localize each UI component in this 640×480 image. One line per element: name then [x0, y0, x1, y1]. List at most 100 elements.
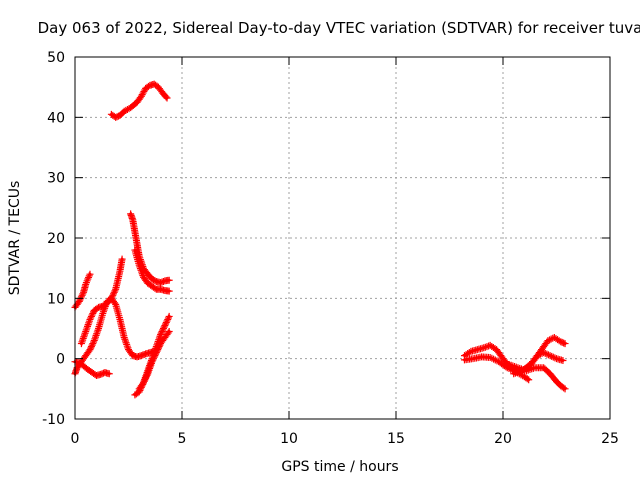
data-point — [85, 273, 93, 281]
data-point — [75, 297, 83, 305]
data-point — [120, 334, 128, 342]
data-point — [136, 265, 144, 273]
data-point — [559, 356, 567, 364]
data-point — [165, 328, 173, 336]
data-point — [513, 369, 521, 377]
y-axis: -10 0 10 20 30 40 50 — [42, 50, 610, 428]
data-point — [162, 93, 170, 101]
data-point — [83, 324, 91, 332]
data-point — [149, 355, 157, 363]
data-point — [149, 356, 157, 364]
data-point — [84, 275, 92, 283]
data-point — [146, 363, 154, 371]
data-point — [157, 329, 165, 337]
data-point — [560, 339, 568, 347]
data-point — [543, 350, 551, 358]
y-tick-label: 10 — [47, 291, 65, 307]
data-point — [87, 314, 95, 322]
data-point — [86, 315, 94, 323]
x-tick-label: 0 — [71, 431, 80, 447]
data-point — [561, 340, 569, 348]
data-point — [78, 338, 86, 346]
data-point — [507, 361, 515, 369]
data-point — [80, 333, 88, 341]
y-tick-label: -10 — [42, 412, 65, 428]
data-point — [511, 363, 519, 371]
chart-title: Day 063 of 2022, Sidereal Day-to-day VTE… — [38, 19, 640, 37]
data-point — [80, 331, 88, 339]
data-point — [111, 299, 119, 307]
series-arc-13 — [510, 349, 567, 378]
data-point — [536, 350, 544, 358]
data-point — [78, 291, 86, 299]
data-point — [529, 364, 537, 372]
x-tick-label: 20 — [494, 431, 512, 447]
x-tick-label: 15 — [387, 431, 405, 447]
data-point — [141, 376, 149, 384]
data-point — [101, 304, 109, 312]
data-point — [540, 349, 548, 357]
data-point — [136, 263, 144, 271]
data-point — [480, 344, 488, 352]
data-point — [535, 351, 543, 359]
data-point — [148, 358, 156, 366]
data-point — [88, 341, 96, 349]
data-point — [124, 344, 132, 352]
data-point — [509, 362, 517, 370]
data-point — [159, 326, 167, 334]
data-point — [139, 89, 147, 97]
y-tick-label: 50 — [47, 50, 65, 66]
data-point — [163, 94, 171, 102]
data-point — [77, 293, 85, 301]
data-point — [123, 342, 131, 350]
data-point — [79, 334, 87, 342]
data-point — [152, 349, 160, 357]
grid-lines — [75, 57, 610, 419]
data-point — [138, 268, 146, 276]
data-point — [533, 352, 541, 360]
data-point — [488, 354, 496, 362]
data-point — [85, 272, 93, 280]
series-arc-1 — [107, 80, 171, 121]
data-point — [546, 336, 554, 344]
series-arc-5 — [77, 255, 126, 348]
data-point — [91, 335, 99, 343]
x-tick-label: 10 — [280, 431, 298, 447]
data-point — [150, 353, 158, 361]
data-point — [102, 301, 110, 309]
data-point — [93, 330, 101, 338]
data-point — [139, 379, 147, 387]
data-point — [84, 322, 92, 330]
y-tick-label: 40 — [47, 110, 65, 126]
data-point — [110, 290, 118, 298]
data-point — [163, 317, 171, 325]
y-tick-label: 0 — [56, 352, 65, 368]
data-point — [541, 349, 549, 357]
data-point — [86, 270, 94, 278]
data-point — [525, 376, 533, 384]
data-point — [101, 303, 109, 311]
data-point — [158, 328, 166, 336]
data-point — [137, 266, 145, 274]
data-point — [84, 321, 92, 329]
data-point — [505, 361, 513, 369]
data-point — [555, 337, 563, 345]
data-point — [89, 340, 97, 348]
data-point — [92, 331, 100, 339]
data-point — [548, 352, 556, 360]
data-point — [87, 312, 95, 320]
data-point — [157, 331, 165, 339]
data-point — [91, 333, 99, 341]
data-point — [147, 359, 155, 367]
data-point — [551, 354, 559, 362]
data-point — [94, 326, 102, 334]
data-point — [121, 337, 129, 345]
data-point — [105, 370, 113, 378]
data-point — [93, 328, 101, 336]
data-point — [82, 326, 90, 334]
data-point — [162, 320, 170, 328]
x-tick-label: 5 — [178, 431, 187, 447]
data-point — [152, 350, 160, 358]
data-point — [165, 312, 173, 320]
